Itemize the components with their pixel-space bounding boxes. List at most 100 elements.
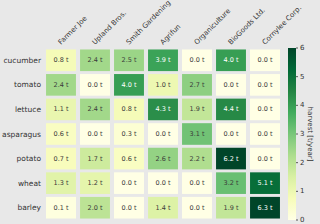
colorbar-tick-label: 2 [300, 159, 304, 167]
heatmap-cell [216, 172, 246, 194]
chart: 0.8 t 2.4 t 2.5 t 3.9 t 0.0 t 4.0 t 0.0 t 2.4 t… [0, 0, 320, 224]
heatmap-cell [250, 49, 280, 71]
heatmap-cell [80, 49, 110, 71]
heatmap-cell [114, 49, 144, 71]
data-label: 2.4 t [88, 56, 103, 64]
row-label: wheat [18, 179, 41, 188]
data-label: 2.4 t [54, 81, 69, 89]
data-label: 2.0 t [88, 204, 103, 212]
heatmap-cell [216, 74, 246, 96]
heatmap-cell [80, 99, 110, 121]
data-label: 5.1 t [258, 179, 273, 187]
data-label: 2.5 t [122, 56, 137, 64]
data-label: 6.3 t [258, 204, 273, 212]
heatmap-cell [114, 74, 144, 96]
heatmap-cell [216, 197, 246, 219]
heatmap-cell [250, 148, 280, 170]
heatmap-cell [80, 123, 110, 145]
heatmap-cell [182, 99, 212, 121]
column-label: Cornylee Corp. [261, 4, 303, 46]
heatmap-cell [114, 148, 144, 170]
data-label: 2.2 t [190, 155, 205, 163]
heatmap-cell [80, 197, 110, 219]
heatmap-cell [148, 49, 178, 71]
data-label: 0.0 t [258, 105, 273, 113]
colorbar-tick-label: 0 [300, 216, 304, 224]
data-label: 4.4 t [224, 105, 239, 113]
colorbar-tick [296, 220, 298, 221]
row-label: asparagus [2, 130, 41, 139]
data-label: 4.3 t [156, 105, 171, 113]
heatmap-cell [250, 74, 280, 96]
heatmap-cell [148, 148, 178, 170]
data-label: 0.6 t [54, 130, 69, 138]
colorbar-tick-label: 5 [300, 73, 304, 81]
heatmap-cell [216, 99, 246, 121]
heatmap-cell [80, 172, 110, 194]
heatmap-cell [46, 197, 76, 219]
colorbar-tick-label: 1 [300, 187, 304, 195]
heatmap-cell [148, 172, 178, 194]
heatmap-cell [114, 172, 144, 194]
data-label: 1.9 t [190, 105, 205, 113]
data-label: 0.0 t [156, 130, 171, 138]
heatmap-cell [46, 74, 76, 96]
heatmap-cell [46, 148, 76, 170]
data-label: 0.0 t [88, 81, 103, 89]
data-label: 2.7 t [190, 81, 205, 89]
data-label: 1.2 t [88, 179, 103, 187]
cells [46, 49, 280, 218]
colorbar-label: harvest [t/year] [306, 107, 314, 162]
heatmap-cell [250, 197, 280, 219]
data-label: 0.6 t [122, 155, 137, 163]
data-label: 0.0 t [258, 130, 273, 138]
heatmap-cell [46, 99, 76, 121]
data-label: 3.2 t [224, 179, 239, 187]
row-label: tomato [14, 80, 41, 89]
data-label: 6.2 t [224, 155, 239, 163]
data-label: 0.0 t [258, 81, 273, 89]
data-label: 3.9 t [156, 56, 171, 64]
data-label: 0.1 t [54, 204, 69, 212]
data-label: 0.0 t [122, 179, 137, 187]
row-label: potato [17, 154, 42, 163]
heatmap-cell [182, 148, 212, 170]
colorbar-tick-label: 4 [300, 101, 305, 109]
heatmap-cell [148, 99, 178, 121]
colorbar-tick [296, 76, 298, 77]
data-label: 0.3 t [122, 130, 137, 138]
heatmap-cell [46, 172, 76, 194]
heatmap-cell [148, 197, 178, 219]
heatmap-cell [182, 197, 212, 219]
colorbar-tick [296, 191, 298, 192]
heatmap-cell [114, 197, 144, 219]
column-label: Upland Bros. [91, 9, 128, 46]
data-label: 1.1 t [54, 105, 69, 113]
data-label: 0.0 t [224, 81, 239, 89]
data-label: 0.0 t [190, 204, 205, 212]
data-label: 4.0 t [122, 81, 137, 89]
data-label: 2.4 t [88, 105, 103, 113]
row-label: cucumber [3, 56, 41, 65]
column-label: Farmer Joe [57, 14, 89, 46]
colorbar-tick-label: 3 [300, 130, 304, 138]
data-label: 0.0 t [258, 155, 273, 163]
data-label: 0.0 t [258, 56, 273, 64]
data-label: 1.4 t [156, 204, 171, 212]
data-label: 3.1 t [190, 130, 205, 138]
heatmap-cell [182, 172, 212, 194]
data-label: 0.0 t [122, 204, 137, 212]
heatmap-cell [46, 49, 76, 71]
colorbar-tick [296, 105, 298, 106]
colorbar-tick [296, 134, 298, 135]
heatmap-cell [114, 123, 144, 145]
heatmap-cell [148, 123, 178, 145]
data-label: 1.0 t [156, 81, 171, 89]
colorbar-tick [296, 162, 298, 163]
data-label: 1.9 t [224, 204, 239, 212]
heatmap-cell [250, 123, 280, 145]
colorbar-tick-label: 6 [300, 44, 305, 52]
colorbar [288, 48, 296, 220]
data-label: 0.8 t [54, 56, 69, 64]
heatmap-cell [114, 99, 144, 121]
